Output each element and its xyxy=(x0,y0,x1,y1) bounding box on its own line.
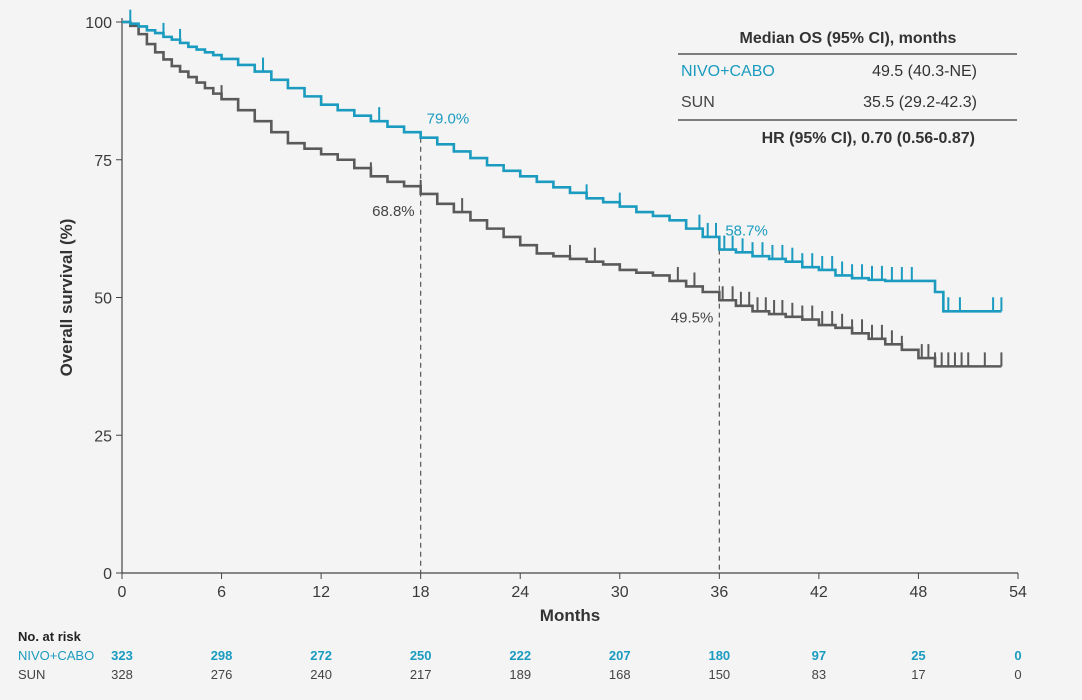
x-tick-label: 48 xyxy=(910,584,928,601)
y-tick-label: 0 xyxy=(103,566,112,583)
x-tick-label: 0 xyxy=(118,584,127,601)
summary-table-arm: NIVO+CABO xyxy=(681,63,775,80)
at-risk-value: 25 xyxy=(911,648,925,663)
at-risk-value: 217 xyxy=(410,667,432,682)
at-risk-value: 83 xyxy=(812,667,826,682)
at-risk-value: 323 xyxy=(111,648,133,663)
at-risk-value: 0 xyxy=(1014,667,1021,682)
at-risk-value: 189 xyxy=(509,667,531,682)
y-tick-label: 100 xyxy=(85,15,112,32)
at-risk-value: 240 xyxy=(310,667,332,682)
summary-table-header: Median OS (95% CI), months xyxy=(740,30,957,47)
x-tick-label: 18 xyxy=(412,584,430,601)
at-risk-value: 222 xyxy=(509,648,531,663)
x-tick-label: 30 xyxy=(611,584,629,601)
annotation-sun-36: 49.5% xyxy=(671,309,714,326)
at-risk-value: 276 xyxy=(211,667,233,682)
x-axis-title: Months xyxy=(540,606,600,625)
x-tick-label: 24 xyxy=(511,584,529,601)
summary-table-footer: HR (95% CI), 0.70 (0.56-0.87) xyxy=(762,130,975,147)
at-risk-value: 150 xyxy=(708,667,730,682)
annotation-nivo-cabo-36: 58.7% xyxy=(725,223,768,240)
series-line-sun xyxy=(122,20,1002,368)
x-tick-label: 6 xyxy=(217,584,226,601)
annotation-sun-18: 68.8% xyxy=(372,203,415,220)
y-axis-title: Overall survival (%) xyxy=(57,219,76,377)
summary-table-value: 35.5 (29.2-42.3) xyxy=(863,94,977,111)
at-risk-arm: NIVO+CABO xyxy=(18,648,94,663)
at-risk-value: 328 xyxy=(111,667,133,682)
at-risk-value: 272 xyxy=(310,648,332,663)
at-risk-title: No. at risk xyxy=(18,629,82,644)
at-risk-value: 180 xyxy=(708,648,730,663)
at-risk-value: 97 xyxy=(812,648,826,663)
at-risk-arm: SUN xyxy=(18,667,45,682)
y-tick-label: 50 xyxy=(94,291,112,308)
summary-table-arm: SUN xyxy=(681,94,715,111)
x-tick-label: 54 xyxy=(1009,584,1027,601)
at-risk-value: 0 xyxy=(1014,648,1021,663)
x-tick-label: 36 xyxy=(710,584,728,601)
x-tick-label: 12 xyxy=(312,584,330,601)
y-tick-label: 25 xyxy=(94,428,112,445)
series-line-nivo-cabo xyxy=(122,20,1002,313)
at-risk-value: 168 xyxy=(609,667,631,682)
annotation-nivo-cabo-18: 79.0% xyxy=(427,111,470,128)
x-tick-label: 42 xyxy=(810,584,828,601)
at-risk-value: 250 xyxy=(410,648,432,663)
at-risk-value: 17 xyxy=(911,667,925,682)
y-tick-label: 75 xyxy=(94,153,112,170)
at-risk-value: 298 xyxy=(211,648,233,663)
at-risk-value: 207 xyxy=(609,648,631,663)
summary-table-value: 49.5 (40.3-NE) xyxy=(872,63,977,80)
